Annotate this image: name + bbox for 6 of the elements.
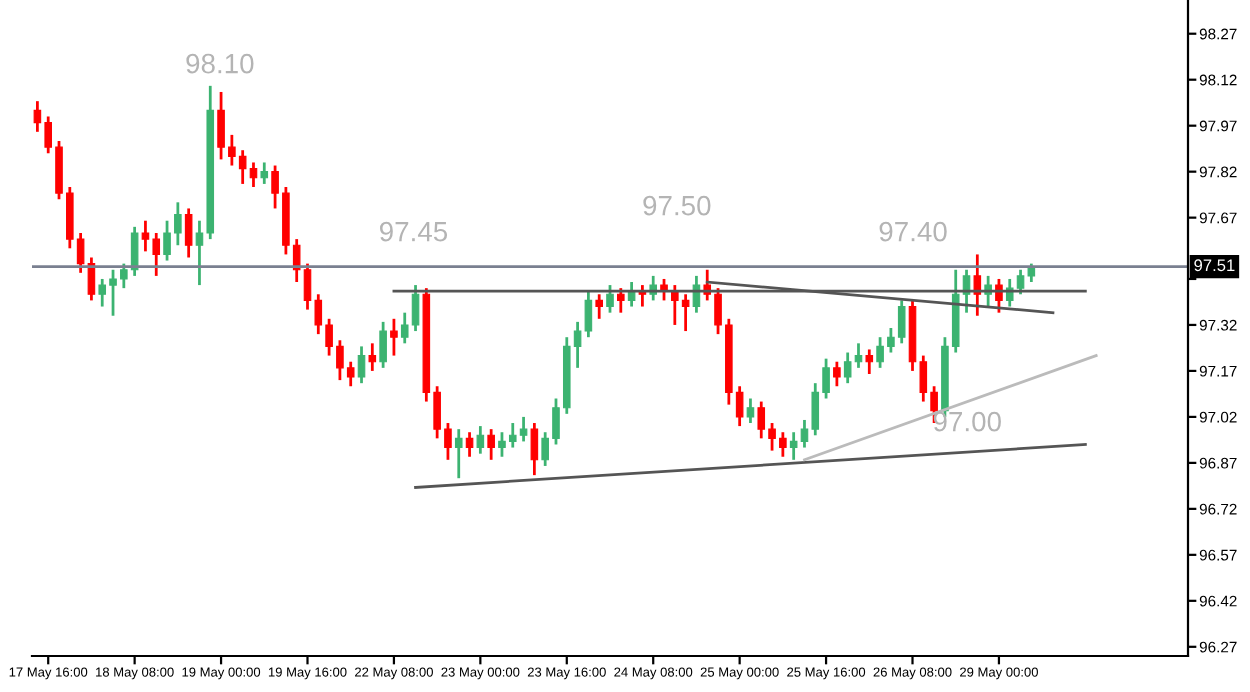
annotation: 97.00 bbox=[933, 411, 1001, 432]
annotation: 97.45 bbox=[380, 221, 448, 242]
annotation: 98.10 bbox=[186, 53, 254, 74]
ref-line-label: 97.51 bbox=[1194, 259, 1235, 272]
annotation: 97.50 bbox=[643, 195, 711, 216]
annotation: 97.40 bbox=[879, 221, 947, 242]
